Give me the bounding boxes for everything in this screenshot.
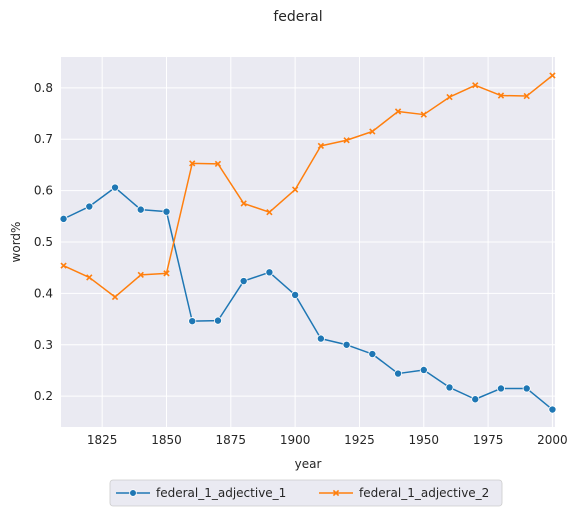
data-point [240, 200, 247, 207]
data-point [86, 274, 93, 281]
data-point [446, 93, 453, 101]
y-tick-label: 0.4 [34, 286, 53, 300]
data-point [342, 340, 351, 349]
series-1-line [63, 186, 553, 411]
data-point [394, 108, 402, 115]
x-tick-label: 1875 [216, 433, 247, 447]
data-point [266, 209, 273, 216]
data-point [85, 202, 94, 211]
x-tick-label: 1900 [280, 433, 311, 447]
y-tick-label: 0.8 [34, 81, 53, 95]
legend-1-marker [129, 489, 137, 497]
data-point [419, 365, 428, 374]
data-point [291, 186, 299, 193]
data-point [343, 137, 350, 144]
legend-box [109, 479, 503, 507]
data-point [59, 214, 68, 223]
x-tick-label: 2000 [537, 433, 568, 447]
x-tick-labels: 1825 1850 1875 1900 1925 1950 1975 2000 [87, 433, 568, 447]
legend: federal_1_adjective_1 federal_1_adjectiv… [109, 479, 503, 507]
data-point [189, 160, 196, 167]
x-tick-label: 1950 [409, 433, 440, 447]
data-point [317, 142, 325, 150]
data-point [394, 369, 403, 378]
data-point [471, 395, 480, 404]
data-point [316, 334, 325, 343]
data-point [60, 262, 67, 269]
data-point [239, 277, 248, 286]
data-point [137, 271, 144, 279]
data-point [291, 290, 300, 299]
series-layer [59, 72, 557, 414]
data-point [188, 317, 197, 326]
data-point [136, 205, 145, 214]
chart-title: federal [273, 9, 322, 25]
y-tick-label: 0.6 [34, 184, 53, 198]
x-tick-label: 1850 [151, 433, 182, 447]
data-point [522, 384, 531, 393]
legend-2-label: federal_1_adjective_2 [359, 486, 489, 500]
data-point [213, 316, 222, 325]
data-point [111, 293, 119, 301]
data-point [163, 270, 170, 277]
y-gridlines [61, 87, 555, 397]
y-tick-label: 0.3 [34, 338, 53, 352]
data-point [496, 384, 505, 393]
y-tick-label: 0.7 [34, 132, 53, 146]
legend-2-marker [332, 489, 340, 497]
x-tick-label: 1975 [473, 433, 504, 447]
data-point [111, 183, 120, 192]
series-1 [59, 183, 557, 414]
data-point [368, 350, 377, 359]
y-tick-label: 0.2 [34, 389, 53, 403]
data-point [369, 128, 376, 135]
legend-entry-1: federal_1_adjective_1 [116, 486, 286, 500]
series-2 [60, 72, 556, 301]
legend-entry-2: federal_1_adjective_2 [319, 486, 489, 500]
data-point [523, 92, 530, 100]
data-point [214, 160, 222, 168]
data-point [265, 268, 274, 277]
y-tick-label: 0.5 [34, 235, 53, 249]
data-point [472, 82, 479, 89]
y-tick-labels: 0.2 0.3 0.4 0.5 0.6 0.7 0.8 [34, 81, 53, 403]
series-2-line [63, 74, 553, 298]
x-tick-label: 1825 [87, 433, 118, 447]
legend-1-label: federal_1_adjective_1 [156, 486, 286, 500]
data-point [420, 111, 427, 118]
y-axis-title: word% [9, 222, 23, 263]
x-tick-label: 1925 [344, 433, 375, 447]
data-point [549, 72, 556, 79]
data-point [162, 207, 171, 216]
data-point [445, 383, 454, 392]
x-axis-title: year [295, 457, 322, 471]
data-point [548, 405, 557, 414]
data-point [497, 92, 505, 99]
